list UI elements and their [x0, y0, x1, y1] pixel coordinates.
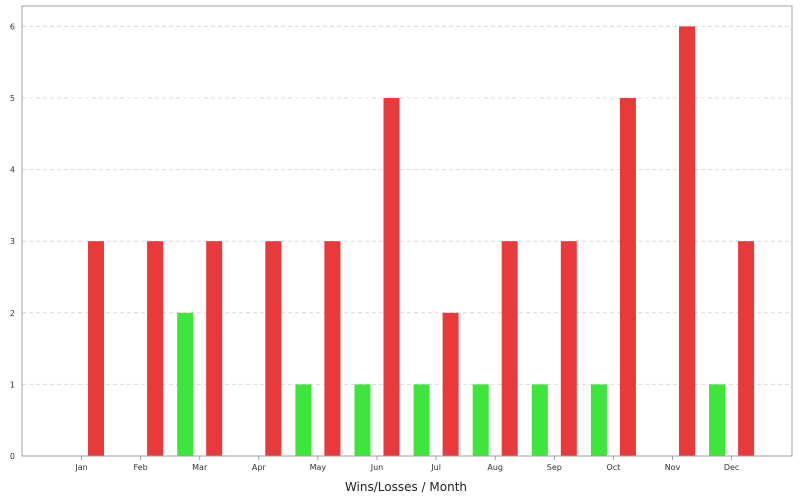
y-tick-label: 6 — [10, 22, 15, 31]
x-tick-label: Apr — [252, 463, 267, 472]
y-axis: 0 1 2 3 4 5 6 — [10, 22, 15, 461]
x-tick-label: Mar — [192, 463, 208, 472]
x-tick-label: Jul — [430, 463, 441, 472]
bar-red-mar — [206, 241, 223, 456]
bar-green-jul — [413, 384, 430, 456]
x-tick-label: May — [310, 463, 327, 472]
bar-green-may — [295, 384, 312, 456]
bar-green-mar — [177, 312, 194, 456]
bar-green-jun — [354, 384, 371, 456]
bar-red-sep — [560, 241, 577, 456]
x-axis-title: Wins/Losses / Month — [345, 480, 467, 494]
y-tick-label: 1 — [10, 380, 15, 389]
bar-green-aug — [472, 384, 489, 456]
x-tick-label: Jun — [370, 463, 384, 472]
bar-red-aug — [501, 241, 518, 456]
bar-red-dec — [738, 241, 755, 456]
bar-green-sep — [531, 384, 548, 456]
x-tick-label: Feb — [134, 463, 148, 472]
y-tick-label: 2 — [10, 309, 15, 318]
x-tick-label: Jan — [74, 463, 87, 472]
bar-green-oct — [590, 384, 607, 456]
bar-green-dec — [709, 384, 726, 456]
bar-red-nov — [679, 26, 695, 457]
x-tick-label: Aug — [487, 463, 503, 472]
y-tick-label: 0 — [10, 452, 15, 461]
bar-red-jan — [88, 241, 104, 456]
x-axis: Jan Feb Mar Apr May Jun Jul Aug Sep Oct Nov Dec — [74, 456, 739, 472]
bar-red-may — [324, 241, 341, 456]
bar-red-feb — [147, 241, 164, 456]
bar-red-oct — [619, 98, 636, 456]
bars-layer — [88, 26, 755, 457]
bar-red-apr — [265, 241, 282, 456]
y-tick-label: 3 — [10, 237, 15, 246]
x-tick-label: Nov — [665, 463, 681, 472]
y-tick-label: 5 — [10, 94, 15, 103]
x-tick-label: Oct — [606, 463, 620, 472]
plot-area-frame — [21, 5, 793, 457]
x-tick-label: Sep — [547, 463, 562, 472]
bar-red-jul — [442, 312, 459, 456]
bar-red-jun — [383, 98, 400, 456]
grid-layer — [22, 25, 792, 385]
y-tick-label: 4 — [10, 166, 15, 175]
x-tick-label: Dec — [724, 463, 739, 472]
